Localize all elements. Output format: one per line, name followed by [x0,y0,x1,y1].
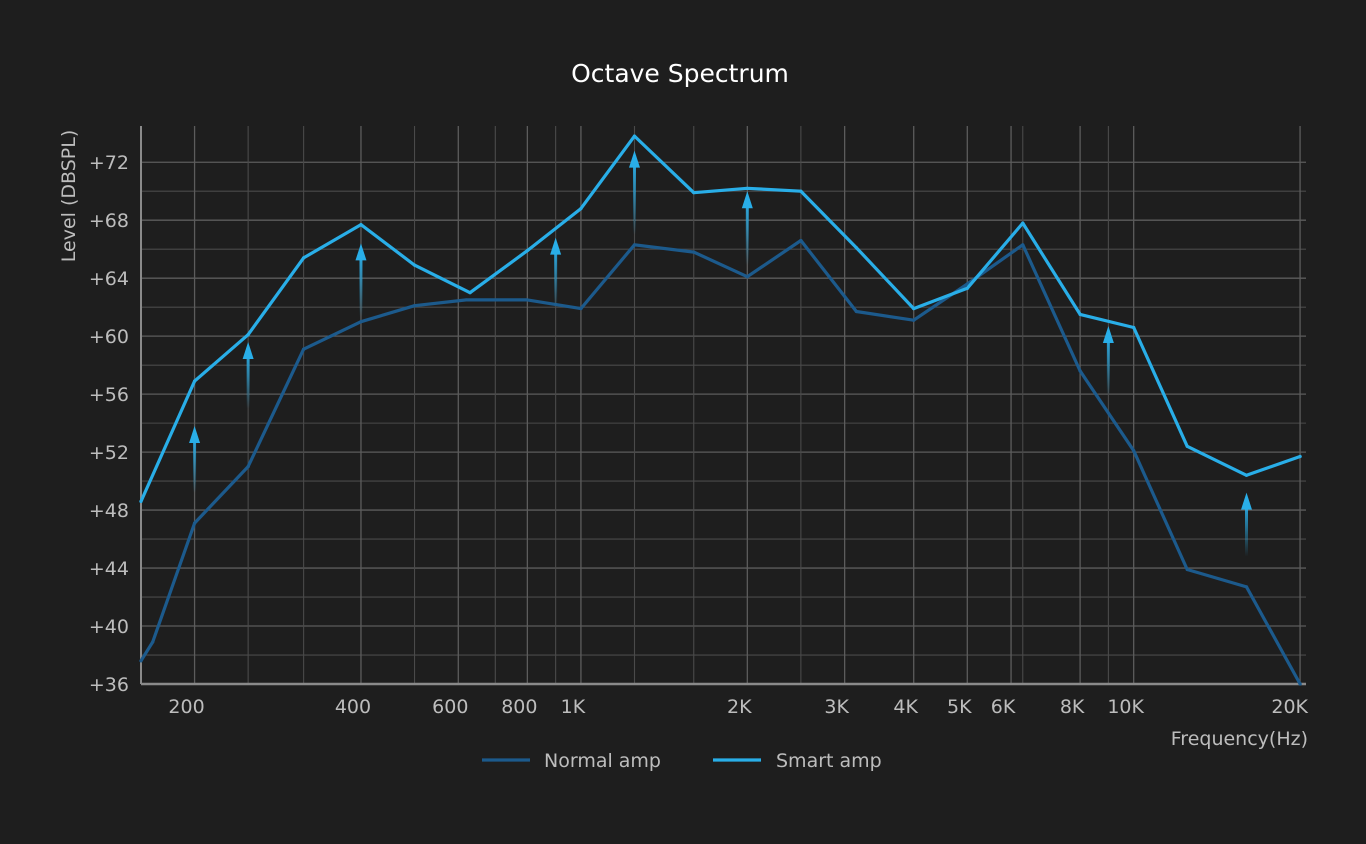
improvement-arrows [189,150,1253,557]
improvement-arrow-2 [355,243,367,318]
data-point-smart-amp-15 [965,286,969,290]
data-point-smart-amp-17 [1078,312,1082,317]
data-point-smart-amp-10 [692,191,696,195]
series-layer [139,134,1302,686]
data-point-smart-amp-5 [412,263,417,267]
data-point-normal-amp-20 [1185,567,1189,572]
x-tick-label-2: 600 [432,696,468,718]
x-tick-label-11: 10K [1107,696,1144,718]
y-tick-label-3: +60 [89,326,129,348]
legend-item-smart-amp: Smart amp [713,750,882,772]
x-tick-label-0: 200 [168,696,204,718]
improvement-arrow-7 [1241,492,1253,557]
series-line-smart-amp [139,134,1302,503]
x-tick-label-9: 6K [991,696,1016,718]
improvement-arrow-5 [741,191,753,266]
data-point-smart-amp-7 [525,249,529,253]
data-point-smart-amp-8 [579,207,583,211]
x-tick-label-7: 4K [893,696,918,718]
tick-labels: +72 +68 +64 +60 +56 +52 +48 +44 +40 +36 200 400 600 8… [89,152,1309,718]
data-point-normal-amp-12 [745,275,749,279]
data-point-smart-amp-0 [139,499,143,503]
data-point-smart-amp-11 [745,186,749,190]
x-tick-label-3: 800 [501,696,537,718]
legend-item-normal-amp: Normal amp [482,750,661,772]
data-point-smart-amp-20 [1244,473,1249,477]
data-point-smart-amp-2 [246,333,250,337]
y-tick-label-1: +68 [89,210,129,232]
data-point-smart-amp-1 [192,379,197,383]
data-point-normal-amp-3 [246,464,250,469]
x-tick-label-6: 3K [824,696,849,718]
data-point-normal-amp-0 [139,659,143,663]
axes [140,126,1306,686]
data-point-normal-amp-9 [579,307,583,311]
improvement-arrow-0 [189,426,201,493]
y-axis-label: Level (DBSPL) [58,130,80,262]
legend-label: Normal amp [544,750,661,772]
x-tick-label-5: 2K [727,696,752,718]
data-point-normal-amp-2 [192,521,197,525]
legend: Normal amp Smart amp [482,750,882,772]
data-point-smart-amp-13 [854,246,858,250]
y-tick-label-5: +52 [89,442,129,464]
x-tick-label-1: 400 [335,696,371,718]
data-point-normal-amp-4 [302,347,306,351]
x-axis-label: Frequency(Hz) [1171,728,1308,750]
y-tick-label-9: +36 [89,674,129,696]
data-point-normal-amp-14 [854,309,858,314]
data-point-smart-amp-4 [359,222,363,227]
x-tick-label-12: 20K [1271,696,1308,718]
data-point-normal-amp-16 [965,282,969,286]
x-tick-label-4: 1K [561,696,586,718]
grid [141,126,1306,685]
y-tick-label-0: +72 [89,152,129,174]
data-point-normal-amp-7 [464,298,468,302]
data-point-normal-amp-17 [1021,243,1025,247]
data-point-normal-amp-21 [1244,585,1249,589]
data-point-smart-amp-3 [302,256,306,260]
y-tick-label-6: +48 [89,500,129,522]
data-point-normal-amp-11 [692,250,696,254]
legend-label: Smart amp [776,750,882,772]
improvement-arrow-3 [550,237,562,308]
data-point-smart-amp-21 [1298,454,1302,459]
y-tick-label-7: +44 [89,558,129,580]
data-point-smart-amp-14 [912,307,916,311]
data-point-normal-amp-13 [799,238,803,243]
x-tick-label-10: 8K [1060,696,1085,718]
data-point-smart-amp-9 [632,134,637,138]
data-point-normal-amp-18 [1078,369,1082,373]
data-point-normal-amp-5 [359,320,363,324]
data-point-normal-amp-8 [525,298,529,302]
data-point-normal-amp-15 [912,318,916,322]
y-tick-label-4: +56 [89,384,129,406]
data-point-normal-amp-10 [632,243,637,247]
improvement-arrow-1 [242,341,254,409]
x-tick-label-8: 5K [947,696,972,718]
data-point-smart-amp-12 [799,189,803,193]
improvement-arrow-4 [628,150,640,235]
y-tick-label-8: +40 [89,616,129,638]
improvement-arrow-6 [1102,326,1114,396]
data-point-smart-amp-18 [1132,325,1136,330]
data-point-smart-amp-6 [468,291,472,295]
data-point-normal-amp-19 [1132,449,1136,453]
data-point-normal-amp-1 [151,640,155,644]
data-point-smart-amp-19 [1185,444,1189,448]
data-point-normal-amp-22 [1298,682,1302,686]
data-point-smart-amp-16 [1021,221,1025,225]
chart-title: Octave Spectrum [571,59,789,88]
data-point-normal-amp-6 [412,304,417,308]
y-tick-label-2: +64 [89,268,129,290]
